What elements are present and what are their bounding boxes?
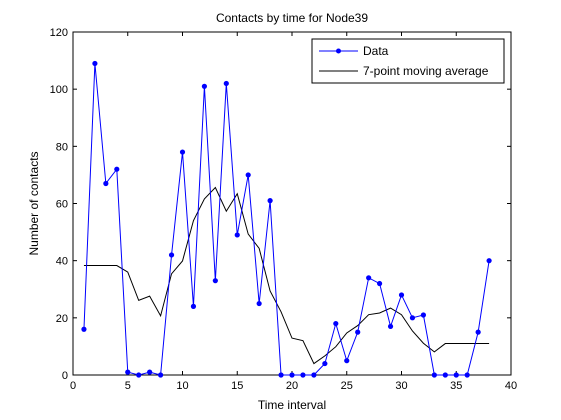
data-point <box>311 372 317 378</box>
data-point <box>431 372 437 378</box>
y-tick-label: 40 <box>56 256 68 268</box>
x-tick-label: 25 <box>341 380 353 392</box>
data-point <box>420 312 426 318</box>
data-point <box>234 232 240 238</box>
series-layer <box>81 60 492 378</box>
data-point <box>322 360 328 367</box>
legend-data-label: Data <box>363 44 389 58</box>
data-point <box>179 149 186 155</box>
data-point <box>168 252 175 258</box>
y-tick-label: 100 <box>50 84 68 96</box>
chart-title: Contacts by time for Node39 <box>216 11 368 25</box>
data-point <box>289 372 295 378</box>
data-point <box>147 369 153 375</box>
data-point <box>387 323 394 330</box>
data-point <box>92 60 98 67</box>
data-point <box>409 315 416 321</box>
data-point <box>344 358 350 364</box>
data-point <box>114 166 120 172</box>
data-point <box>201 83 207 89</box>
data-point <box>300 372 306 378</box>
x-tick-label: 30 <box>395 380 407 392</box>
data-point <box>377 280 383 287</box>
y-tick-label: 20 <box>56 313 68 325</box>
x-axis: 0 5 10 15 20 25 30 35 40 <box>70 32 517 392</box>
data-point <box>475 329 481 335</box>
x-tick-label: 0 <box>70 380 76 392</box>
y-axis: 0 20 40 60 80 100 120 <box>50 27 511 382</box>
data-point <box>256 300 262 307</box>
plot-frame <box>72 31 512 376</box>
data-point <box>125 369 131 375</box>
data-point <box>453 372 459 378</box>
data-point <box>190 303 197 309</box>
y-tick-label: 0 <box>62 370 68 382</box>
plot-area <box>72 31 512 376</box>
data-point <box>267 198 273 204</box>
legend-data-marker <box>336 48 341 54</box>
y-tick-label: 60 <box>56 199 68 211</box>
x-tick-label: 5 <box>125 380 131 392</box>
y-tick-label: 120 <box>50 27 68 39</box>
x-tick-label: 35 <box>450 380 462 392</box>
data-point <box>245 172 251 178</box>
data-point <box>398 292 405 298</box>
data-point <box>158 372 164 378</box>
data-point <box>366 275 372 281</box>
data-point <box>103 180 109 187</box>
y-tick-label: 80 <box>56 141 68 153</box>
data-point <box>223 80 229 87</box>
data-point <box>278 372 284 378</box>
x-axis-label: Time interval <box>258 398 326 412</box>
data-point <box>355 329 361 335</box>
x-tick-label: 20 <box>286 380 298 392</box>
y-axis-label: Number of contacts <box>27 151 41 255</box>
data-point <box>136 372 142 378</box>
x-tick-label: 10 <box>176 380 188 392</box>
legend-average-label: 7-point moving average <box>363 64 489 78</box>
legend: Data 7-point moving average <box>311 38 505 84</box>
data-point <box>486 258 492 264</box>
data-point <box>333 320 339 327</box>
x-tick-label: 15 <box>231 380 243 392</box>
x-tick-label: 40 <box>505 380 517 392</box>
data-point <box>464 372 470 378</box>
moving-average-line <box>83 186 490 365</box>
data-point <box>212 278 218 284</box>
data-point <box>81 326 87 332</box>
data-point <box>442 372 448 378</box>
legend-box <box>311 38 505 84</box>
